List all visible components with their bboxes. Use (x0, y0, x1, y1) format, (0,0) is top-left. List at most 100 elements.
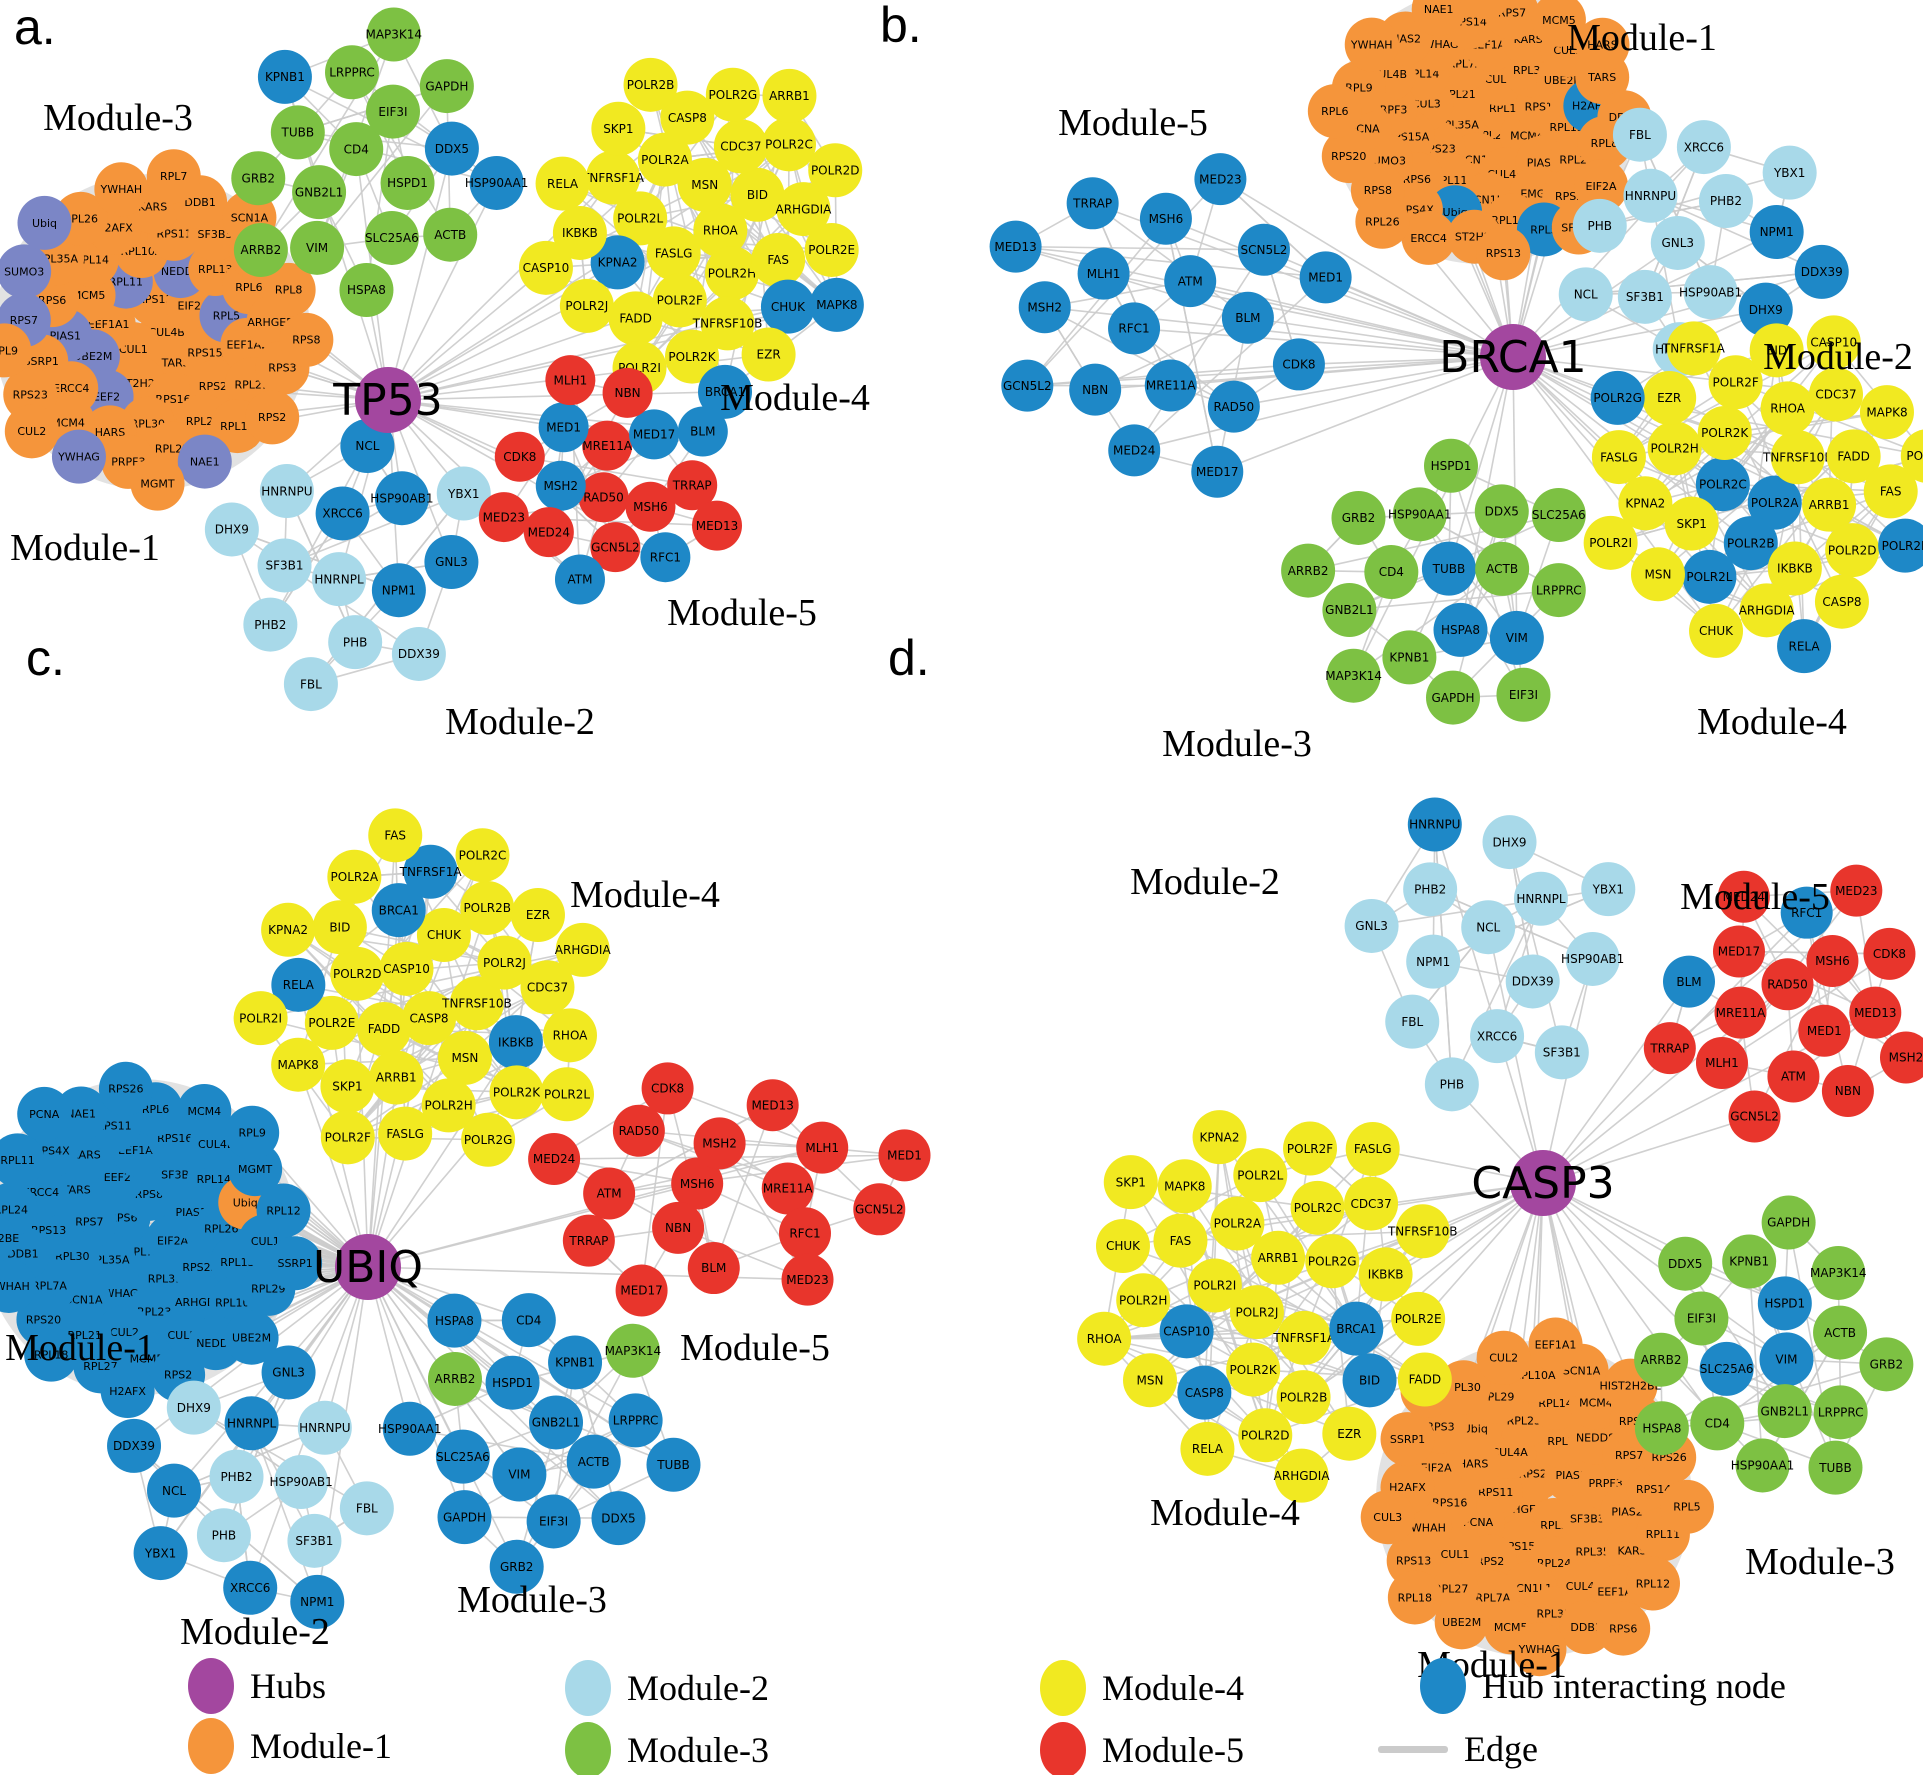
node-label: RPS7 (75, 1216, 103, 1229)
node-label: RPS13 (1486, 247, 1521, 260)
node-label: POLR2E (1395, 1312, 1442, 1326)
node-label: HNRNPU (1409, 818, 1460, 832)
node-label: POLR2G (1593, 391, 1642, 405)
panel-d: ARHGEF4RPS20RPL9RPS11PIAS1RPS15ACUL4ASF3… (1077, 797, 1923, 1677)
node-fbl (1385, 994, 1440, 1049)
legend-item-hub-interacting-node: Hub interacting node (1420, 1658, 1786, 1714)
node-kpna2 (590, 235, 645, 290)
node-label: RPL5 (1530, 223, 1557, 236)
node-polr2i (233, 991, 288, 1046)
node-label: KPNA2 (268, 923, 308, 937)
node-label: ARRB1 (1809, 498, 1850, 512)
node-trrap (1643, 1022, 1696, 1075)
node-label: TNFRSF1A (581, 171, 645, 185)
node-casp8 (1177, 1365, 1232, 1420)
node-label: HSPD1 (492, 1376, 533, 1390)
node-msh2 (1018, 281, 1071, 334)
node-label: RPL7A (1475, 1591, 1510, 1604)
node-kpnb1 (1382, 630, 1437, 685)
node-actb (566, 1434, 621, 1489)
node-label: RHOA (703, 224, 739, 238)
node-rfc1 (640, 532, 691, 583)
node-brca1 (1329, 1301, 1384, 1356)
node-rhoa (1077, 1311, 1132, 1366)
legend-label-module-2: Module-2 (627, 1668, 769, 1708)
node-label: POLR2D (811, 163, 860, 177)
node-label: GNL3 (435, 555, 468, 569)
node-label: FADD (1409, 1373, 1442, 1387)
node-label: FBL (356, 1502, 378, 1516)
node-ncl (1558, 267, 1613, 322)
node-ikbkb (552, 205, 607, 260)
node-label: DDX39 (1512, 975, 1554, 989)
node-label: GRB2 (1342, 511, 1376, 525)
node-label: EZR (526, 908, 550, 922)
node-scn5l2 (1237, 223, 1290, 276)
node-med1 (1798, 1004, 1851, 1057)
node-label: RPL6 (142, 1103, 169, 1116)
module-label-c-1: Module-1 (5, 1327, 155, 1369)
node-grb2 (1331, 490, 1386, 545)
node-label: PHB2 (1710, 194, 1742, 208)
node-label: SLC25A6 (365, 231, 419, 245)
node-med13 (692, 500, 743, 551)
node-label: H2AFX (1389, 1481, 1426, 1494)
node-label: ATM (1781, 1070, 1806, 1084)
panel-letter-d: d. (888, 630, 930, 686)
node-label: RHOA (1770, 402, 1806, 416)
node-label: POLR2B (627, 78, 675, 92)
node-label: ARHGDIA (555, 943, 612, 957)
node-nbn (1821, 1065, 1874, 1118)
node-label: POLR2D (1828, 543, 1877, 557)
node-label: POLR2J (565, 299, 608, 313)
node-label: ACTB (578, 1455, 610, 1469)
node-cdc37 (1344, 1176, 1399, 1231)
node-casp8 (402, 991, 457, 1046)
node-msh6 (625, 481, 676, 532)
module-label-c-2: Module-2 (180, 1611, 330, 1653)
node-fbl (339, 1481, 394, 1536)
node-label: FADD (368, 1022, 401, 1036)
node-label: PHB2 (254, 618, 286, 632)
node-gcn5l2 (1001, 359, 1054, 412)
node-label: RPS2 (258, 411, 286, 424)
node-sf3b1 (287, 1513, 342, 1568)
node-med17 (1712, 925, 1765, 978)
node-label: POLR2J (1906, 449, 1923, 463)
module-label-a-4: Module-4 (720, 377, 870, 419)
node-polr2e (1391, 1291, 1446, 1346)
module-label-c-4: Module-4 (570, 874, 720, 916)
node-label: SLC25A6 (1700, 1362, 1754, 1376)
node-slc25a6 (1531, 487, 1586, 542)
node-slc25a6 (435, 1429, 490, 1484)
node-label: GRB2 (1870, 1358, 1904, 1372)
node-label: RPL7 (1547, 1435, 1574, 1448)
node-label: RAD50 (1767, 977, 1808, 991)
node-label: IKBKB (562, 226, 598, 240)
node-arhgdia (1274, 1448, 1329, 1503)
node-label: ATM (597, 1187, 622, 1201)
node-label: ARRB1 (1258, 1251, 1299, 1265)
nodes: ARHGEF4RPS20RPL9RPS11PIAS1RPS15ACUL4ASF3… (1077, 797, 1923, 1677)
edge-swatch (1378, 1745, 1448, 1753)
node-cd4 (1364, 545, 1419, 600)
node-label: PIAS1 (50, 329, 81, 342)
node-label: POLR2F (1712, 376, 1758, 390)
node-label: YBX1 (144, 1546, 176, 1560)
node-label: POLR2C (1294, 1201, 1342, 1215)
node-fadd (608, 291, 663, 346)
node-rpl9 (0, 323, 32, 378)
node-label: CUL2 (17, 425, 46, 438)
node-label: HNRNPU (261, 484, 312, 498)
node-mre11a (582, 420, 633, 471)
node-label: GCN5L2 (1730, 1110, 1779, 1124)
node-label: SF3B1 (266, 559, 304, 573)
node-label: EIF2A (157, 1235, 189, 1248)
module-label-b-3: Module-3 (1162, 723, 1312, 765)
node-ezr (1322, 1406, 1377, 1461)
node-label: BRCA1 (1336, 1322, 1376, 1336)
node-kpnb1 (1722, 1234, 1777, 1289)
node-ywhah (94, 162, 149, 217)
node-ybx1 (133, 1526, 188, 1581)
node-label: HSP90AB1 (370, 491, 433, 505)
